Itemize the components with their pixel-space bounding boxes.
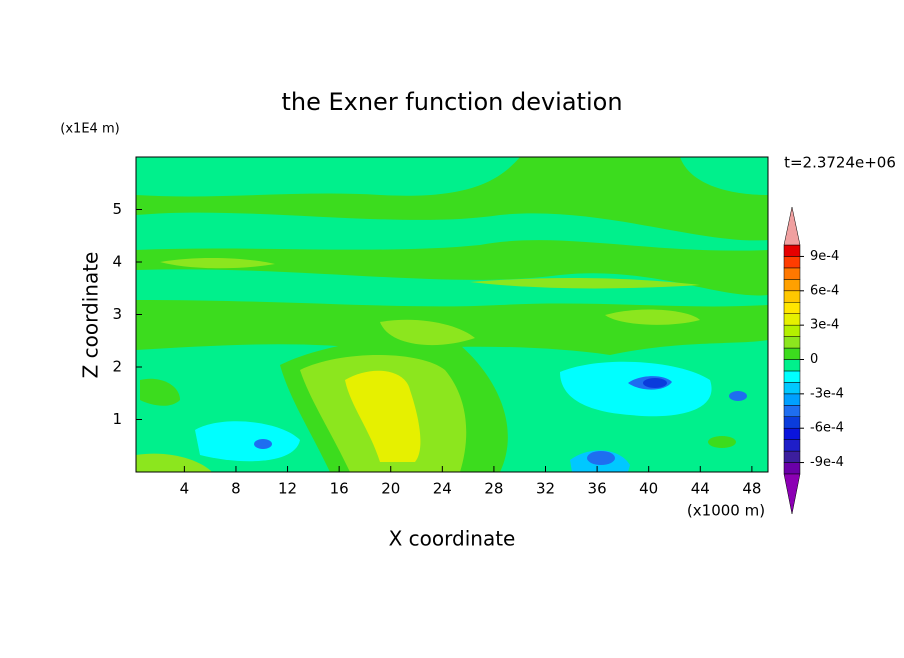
y-tick-label: 1 (112, 410, 122, 428)
x-tick-label: 8 (231, 480, 241, 498)
x-tick-label: 40 (639, 480, 658, 498)
time-annotation: t=2.3724e+06 (784, 154, 896, 172)
colorbar-box (783, 370, 801, 383)
colorbar-box (783, 382, 801, 395)
colorbar-box (783, 324, 801, 337)
x-tick-label: 28 (484, 480, 503, 498)
y-unit-label: (x1E4 m) (60, 122, 119, 137)
chart-title: the Exner function deviation (281, 88, 622, 116)
colorbar-over (783, 206, 801, 246)
colorbar-box (783, 359, 801, 372)
colorbar-box (783, 405, 801, 417)
x-tick-label: 4 (180, 480, 190, 498)
y-axis-label: Z coordinate (79, 252, 103, 379)
colorbar-box (783, 313, 801, 326)
x-tick-label: 32 (536, 480, 555, 498)
y-tick-label: 3 (112, 305, 122, 323)
colorbar-box (783, 393, 801, 406)
colorbar-tick-label: -3e-4 (810, 386, 844, 401)
colorbar-box (783, 416, 801, 429)
colorbar-tick-label: 0 (810, 352, 818, 367)
colorbar-box (783, 439, 801, 452)
x-tick-label: 24 (433, 480, 452, 498)
x-unit-label: (x1000 m) (687, 502, 765, 520)
colorbar-box (783, 290, 801, 303)
colorbar-box (783, 244, 801, 257)
x-tick-label: 44 (691, 480, 710, 498)
x-tick-label: 12 (278, 480, 297, 498)
colorbar-tick-label: 3e-4 (810, 318, 839, 333)
y-tick-label: 4 (112, 253, 122, 271)
x-tick-label: 36 (588, 480, 607, 498)
colorbar-tick-label: -9e-4 (810, 455, 844, 470)
x-tick-label: 16 (330, 480, 349, 498)
x-axis-label: X coordinate (389, 527, 516, 551)
colorbar-box (783, 450, 801, 463)
contour-field (136, 157, 768, 472)
colorbar-tick-label: 6e-4 (810, 283, 839, 298)
colorbar-box (783, 462, 801, 475)
colorbar-box (783, 336, 801, 349)
colorbar-box (783, 427, 801, 440)
colorbar-box (783, 302, 801, 314)
x-tick-label: 48 (742, 480, 761, 498)
colorbar-box (783, 279, 801, 292)
y-tick-label: 2 (112, 358, 122, 376)
colorbar-tick-label: -6e-4 (810, 421, 844, 436)
colorbar-under (783, 473, 801, 515)
y-tick-label: 5 (112, 200, 122, 218)
colorbar-box (783, 256, 801, 269)
x-tick-label: 20 (381, 480, 400, 498)
colorbar-tick-label: 9e-4 (810, 249, 839, 264)
colorbar-box (783, 267, 801, 280)
colorbar-box (783, 347, 801, 360)
